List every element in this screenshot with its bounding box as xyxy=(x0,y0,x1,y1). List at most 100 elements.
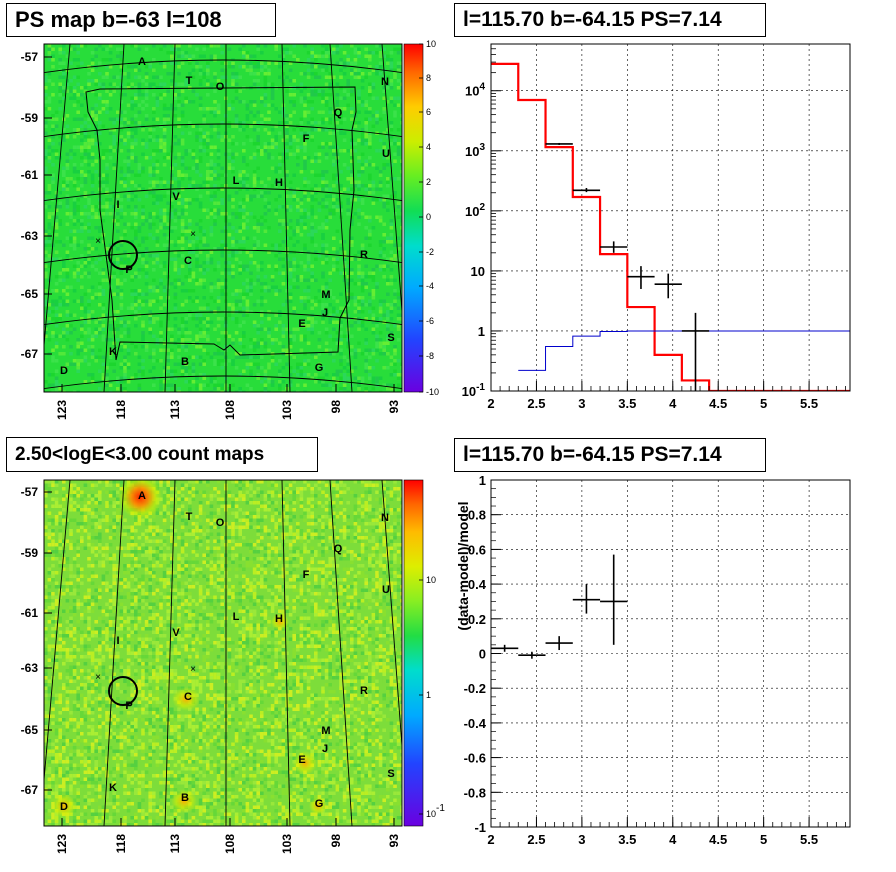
map-pixel xyxy=(155,138,160,142)
map-pixel xyxy=(94,320,98,324)
map-pixel xyxy=(227,504,232,508)
map-pixel xyxy=(119,117,124,121)
map-pixel xyxy=(382,47,386,51)
map-pixel xyxy=(249,289,253,293)
map-pixel xyxy=(346,504,350,508)
map-pixel xyxy=(188,240,192,244)
map-pixel xyxy=(396,338,401,342)
map-pixel xyxy=(353,480,358,484)
map-pixel xyxy=(137,268,142,272)
map-pixel xyxy=(274,254,278,258)
map-pixel xyxy=(51,536,55,540)
map-pixel xyxy=(58,257,62,261)
map-pixel xyxy=(274,145,278,149)
map-pixel xyxy=(159,198,163,202)
map-pixel xyxy=(62,170,66,174)
map-pixel xyxy=(112,504,116,508)
map-pixel xyxy=(191,536,196,540)
map-pixel xyxy=(90,483,95,487)
map-pixel xyxy=(288,383,293,387)
map-pixel xyxy=(332,296,336,300)
map-pixel xyxy=(386,180,390,184)
map-pixel xyxy=(274,490,278,494)
map-pixel xyxy=(332,163,336,167)
map-pixel xyxy=(400,257,402,261)
map-pixel xyxy=(101,58,106,62)
map-pixel xyxy=(162,135,167,139)
map-pixel xyxy=(364,47,368,51)
map-pixel xyxy=(242,543,246,547)
map-pixel xyxy=(371,96,376,100)
map-pixel xyxy=(119,303,124,307)
map-pixel xyxy=(141,222,145,226)
map-pixel xyxy=(335,487,340,491)
map-pixel xyxy=(220,501,224,505)
map-pixel xyxy=(180,173,185,177)
map-pixel xyxy=(155,86,160,90)
map-pixel xyxy=(346,166,350,170)
map-pixel xyxy=(360,79,365,83)
map-pixel xyxy=(278,271,282,275)
map-pixel xyxy=(119,215,124,219)
map-pixel xyxy=(54,117,59,121)
map-pixel xyxy=(357,501,361,505)
map-pixel xyxy=(101,271,106,275)
map-pixel xyxy=(94,508,98,512)
map-pixel xyxy=(54,359,59,363)
map-pixel xyxy=(191,543,196,547)
map-pixel xyxy=(256,522,260,526)
map-pixel xyxy=(69,236,73,240)
map-pixel xyxy=(51,299,55,303)
map-pixel xyxy=(288,261,293,265)
map-pixel xyxy=(278,341,282,345)
map-pixel xyxy=(389,490,394,494)
map-pixel xyxy=(213,194,217,198)
map-pixel xyxy=(245,278,250,282)
map-pixel xyxy=(263,504,268,508)
map-pixel xyxy=(346,338,350,342)
map-pixel xyxy=(76,205,80,209)
map-pixel xyxy=(98,271,102,275)
map-pixel xyxy=(112,166,116,170)
map-pixel xyxy=(353,58,358,62)
map-pixel xyxy=(191,497,196,501)
map-pixel xyxy=(310,229,314,233)
map-pixel xyxy=(123,142,127,146)
map-pixel xyxy=(296,390,300,392)
map-pixel xyxy=(184,289,188,293)
map-pixel xyxy=(260,296,264,300)
map-pixel xyxy=(126,135,131,139)
map-pixel xyxy=(310,236,314,240)
map-pixel xyxy=(245,184,250,188)
map-pixel xyxy=(299,362,304,366)
map-pixel xyxy=(191,480,196,484)
map-pixel xyxy=(98,142,102,146)
map-pixel xyxy=(371,51,376,55)
map-pixel xyxy=(152,278,156,282)
map-pixel xyxy=(108,117,113,121)
map-pixel xyxy=(44,100,48,104)
map-pixel xyxy=(371,226,376,230)
map-pixel xyxy=(360,518,365,522)
map-pixel xyxy=(375,44,379,48)
map-pixel xyxy=(249,285,253,289)
map-pixel xyxy=(292,483,296,487)
map-pixel xyxy=(321,383,325,387)
map-pixel xyxy=(198,345,203,349)
x-tick-label: 5 xyxy=(760,396,767,411)
map-pixel xyxy=(195,257,199,261)
map-pixel xyxy=(389,233,394,237)
map-pixel xyxy=(281,303,286,307)
map-pixel xyxy=(386,236,390,240)
map-pixel xyxy=(195,159,199,163)
map-pixel xyxy=(252,79,257,83)
map-pixel xyxy=(141,359,145,363)
map-pixel xyxy=(177,72,181,76)
map-pixel xyxy=(62,261,66,265)
map-pixel xyxy=(249,355,253,359)
map-pixel xyxy=(335,369,340,373)
map-pixel xyxy=(252,61,257,65)
map-pixel xyxy=(173,487,178,491)
map-pixel xyxy=(360,376,365,380)
map-pixel xyxy=(123,159,127,163)
